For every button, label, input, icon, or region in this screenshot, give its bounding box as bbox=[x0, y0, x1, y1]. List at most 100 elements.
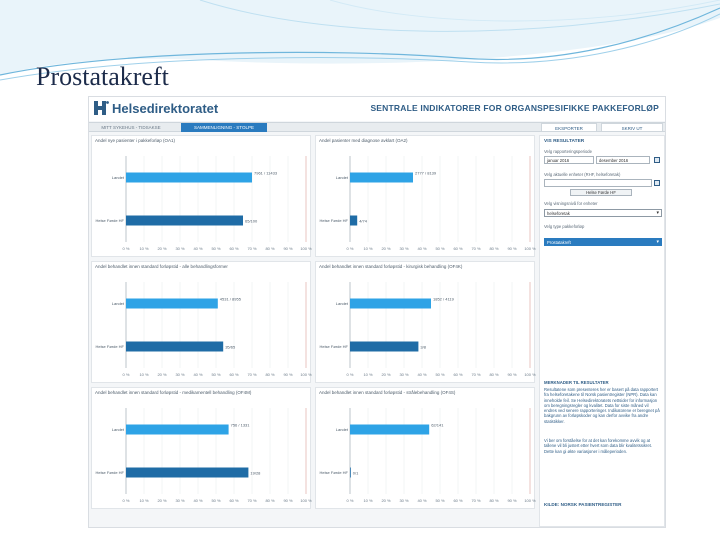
x-tick-label: 90 % bbox=[283, 498, 293, 503]
x-tick-label: 20 % bbox=[381, 372, 391, 377]
tab-sammenligning[interactable]: SAMMENLIGNING - STOLPE bbox=[181, 123, 267, 132]
x-tick-label: 90 % bbox=[507, 372, 517, 377]
bar-landet[interactable] bbox=[126, 424, 229, 435]
category-label: Helse Førde HF bbox=[96, 218, 125, 223]
bar-landet[interactable] bbox=[126, 298, 218, 309]
chart-title: Andel nye pasienter i pakkeforløp (OA1) bbox=[95, 138, 176, 143]
x-tick-label: 20 % bbox=[157, 372, 167, 377]
dashboard-screenshot: Helsedirektoratet SENTRALE INDIKATORER F… bbox=[88, 96, 666, 528]
logo[interactable]: Helsedirektoratet bbox=[93, 100, 218, 116]
x-tick-label: 100 % bbox=[300, 246, 312, 251]
category-label: Landet bbox=[112, 301, 125, 306]
slide-title: Prostatakreft bbox=[36, 62, 169, 91]
x-tick-label: 20 % bbox=[381, 498, 391, 503]
chart-panel: Andel behandlet innen standard forløpsti… bbox=[315, 387, 536, 509]
chevron-down-icon: ▾ bbox=[656, 210, 659, 216]
x-tick-label: 70 % bbox=[471, 246, 481, 251]
print-button[interactable]: SKRIV UT bbox=[601, 123, 663, 132]
x-tick-label: 20 % bbox=[157, 498, 167, 503]
x-tick-label: 80 % bbox=[265, 246, 275, 251]
bar-helseforetak[interactable] bbox=[126, 341, 224, 352]
chart-panel: Andel pasienter med diagnose avklart (OA… bbox=[315, 135, 536, 257]
data-label: 2777 / 8139 bbox=[415, 171, 437, 176]
x-tick-label: 80 % bbox=[489, 372, 499, 377]
x-tick-label: 40 % bbox=[193, 498, 203, 503]
bar-helseforetak[interactable] bbox=[350, 215, 358, 226]
tab-mitt-sykehus[interactable]: MITT SYKEHUS - TIDSAKSE bbox=[101, 125, 161, 130]
period-from-input[interactable]: januar 2016 bbox=[544, 156, 594, 164]
bar-chart: 0 % 10 % 20 % 30 % 40 % 50 % 60 % 70 % 80 % 90 % 1… bbox=[96, 156, 312, 251]
x-tick-label: 70 % bbox=[247, 498, 257, 503]
chart-panel: Andel nye pasienter i pakkeforløp (OA1) 0… bbox=[91, 135, 312, 257]
category-label: Landet bbox=[336, 301, 349, 306]
x-tick-label: 70 % bbox=[247, 246, 257, 251]
x-tick-label: 50 % bbox=[211, 498, 221, 503]
x-tick-label: 100 % bbox=[524, 372, 536, 377]
bar-helseforetak[interactable] bbox=[350, 467, 351, 478]
x-tick-label: 100 % bbox=[524, 246, 536, 251]
x-tick-label: 0 % bbox=[123, 372, 130, 377]
category-label: Landet bbox=[336, 427, 349, 432]
x-tick-label: 90 % bbox=[283, 246, 293, 251]
filter-sidebar: VIS RESULTATER Velg rapporteringsperiode… bbox=[539, 135, 665, 527]
notes-text: Resultatene som presenteres her er baser… bbox=[544, 387, 660, 424]
x-tick-label: 40 % bbox=[417, 498, 427, 503]
data-label: 62/141 bbox=[431, 423, 444, 428]
x-tick-label: 50 % bbox=[211, 246, 221, 251]
period-to-input[interactable]: desember 2016 bbox=[596, 156, 650, 164]
x-tick-label: 70 % bbox=[471, 372, 481, 377]
category-label: Landet bbox=[336, 175, 349, 180]
category-label: Landet bbox=[112, 175, 125, 180]
calendar-icon[interactable] bbox=[654, 157, 660, 163]
dashboard-header: Helsedirektoratet SENTRALE INDIKATORER F… bbox=[89, 97, 665, 121]
bar-helseforetak[interactable] bbox=[350, 341, 419, 352]
units-input[interactable] bbox=[544, 179, 652, 187]
bar-chart: 0 % 10 % 20 % 30 % 40 % 50 % 60 % 70 % 80 % 90 % 1… bbox=[320, 408, 536, 503]
x-tick-label: 30 % bbox=[399, 246, 409, 251]
cancer-type-select[interactable]: Prostatakreft ▾ bbox=[544, 238, 662, 246]
x-tick-label: 100 % bbox=[524, 498, 536, 503]
chevron-down-icon: ▾ bbox=[656, 239, 659, 245]
x-tick-label: 90 % bbox=[507, 246, 517, 251]
x-tick-label: 10 % bbox=[139, 498, 149, 503]
x-tick-label: 80 % bbox=[489, 498, 499, 503]
bar-landet[interactable] bbox=[350, 172, 413, 183]
category-label: Helse Førde HF bbox=[320, 470, 349, 475]
x-tick-label: 30 % bbox=[399, 498, 409, 503]
data-label: 0/1 bbox=[353, 471, 359, 476]
export-button[interactable]: EKSPORTER bbox=[541, 123, 597, 132]
x-tick-label: 10 % bbox=[363, 372, 373, 377]
x-tick-label: 50 % bbox=[211, 372, 221, 377]
x-tick-label: 30 % bbox=[399, 372, 409, 377]
x-tick-label: 60 % bbox=[453, 498, 463, 503]
x-tick-label: 10 % bbox=[363, 498, 373, 503]
dashboard-title: SENTRALE INDIKATORER FOR ORGANSPESIFIKKE… bbox=[370, 103, 659, 113]
bar-helseforetak[interactable] bbox=[126, 215, 243, 226]
x-tick-label: 40 % bbox=[417, 372, 427, 377]
chart-title: Andel behandlet innen standard forløpsti… bbox=[95, 390, 252, 395]
bar-landet[interactable] bbox=[350, 424, 430, 435]
category-label: Helse Førde HF bbox=[320, 344, 349, 349]
helsedirektoratet-logo-icon bbox=[94, 101, 109, 115]
bar-landet[interactable] bbox=[126, 172, 252, 183]
notes-heading: MERKNADER TIL RESULTATER bbox=[544, 380, 609, 385]
data-label: 4531 / 8955 bbox=[220, 297, 242, 302]
geo-level-select[interactable]: helseforetak ▾ bbox=[544, 209, 662, 217]
geo-level-value: helseforetak bbox=[547, 211, 570, 216]
selected-unit-button[interactable]: Helse Førde HF bbox=[570, 189, 632, 196]
category-label: Helse Førde HF bbox=[96, 344, 125, 349]
x-tick-label: 10 % bbox=[139, 246, 149, 251]
chart-title: Andel pasienter med diagnose avklart (OA… bbox=[319, 138, 408, 143]
geo-level-label: Velg visningsnivå for enheter bbox=[544, 201, 598, 206]
x-tick-label: 60 % bbox=[229, 498, 239, 503]
data-label: 35/65 bbox=[225, 345, 236, 350]
x-tick-label: 100 % bbox=[300, 498, 312, 503]
logo-text: Helsedirektoratet bbox=[112, 100, 219, 116]
units-picker-icon[interactable] bbox=[654, 180, 660, 186]
x-tick-label: 40 % bbox=[417, 246, 427, 251]
x-tick-label: 10 % bbox=[139, 372, 149, 377]
data-label: 65/100 bbox=[245, 219, 258, 224]
bar-landet[interactable] bbox=[350, 298, 431, 309]
bar-helseforetak[interactable] bbox=[126, 467, 249, 478]
cancer-type-label: Velg type pakkeforløp bbox=[544, 224, 585, 229]
